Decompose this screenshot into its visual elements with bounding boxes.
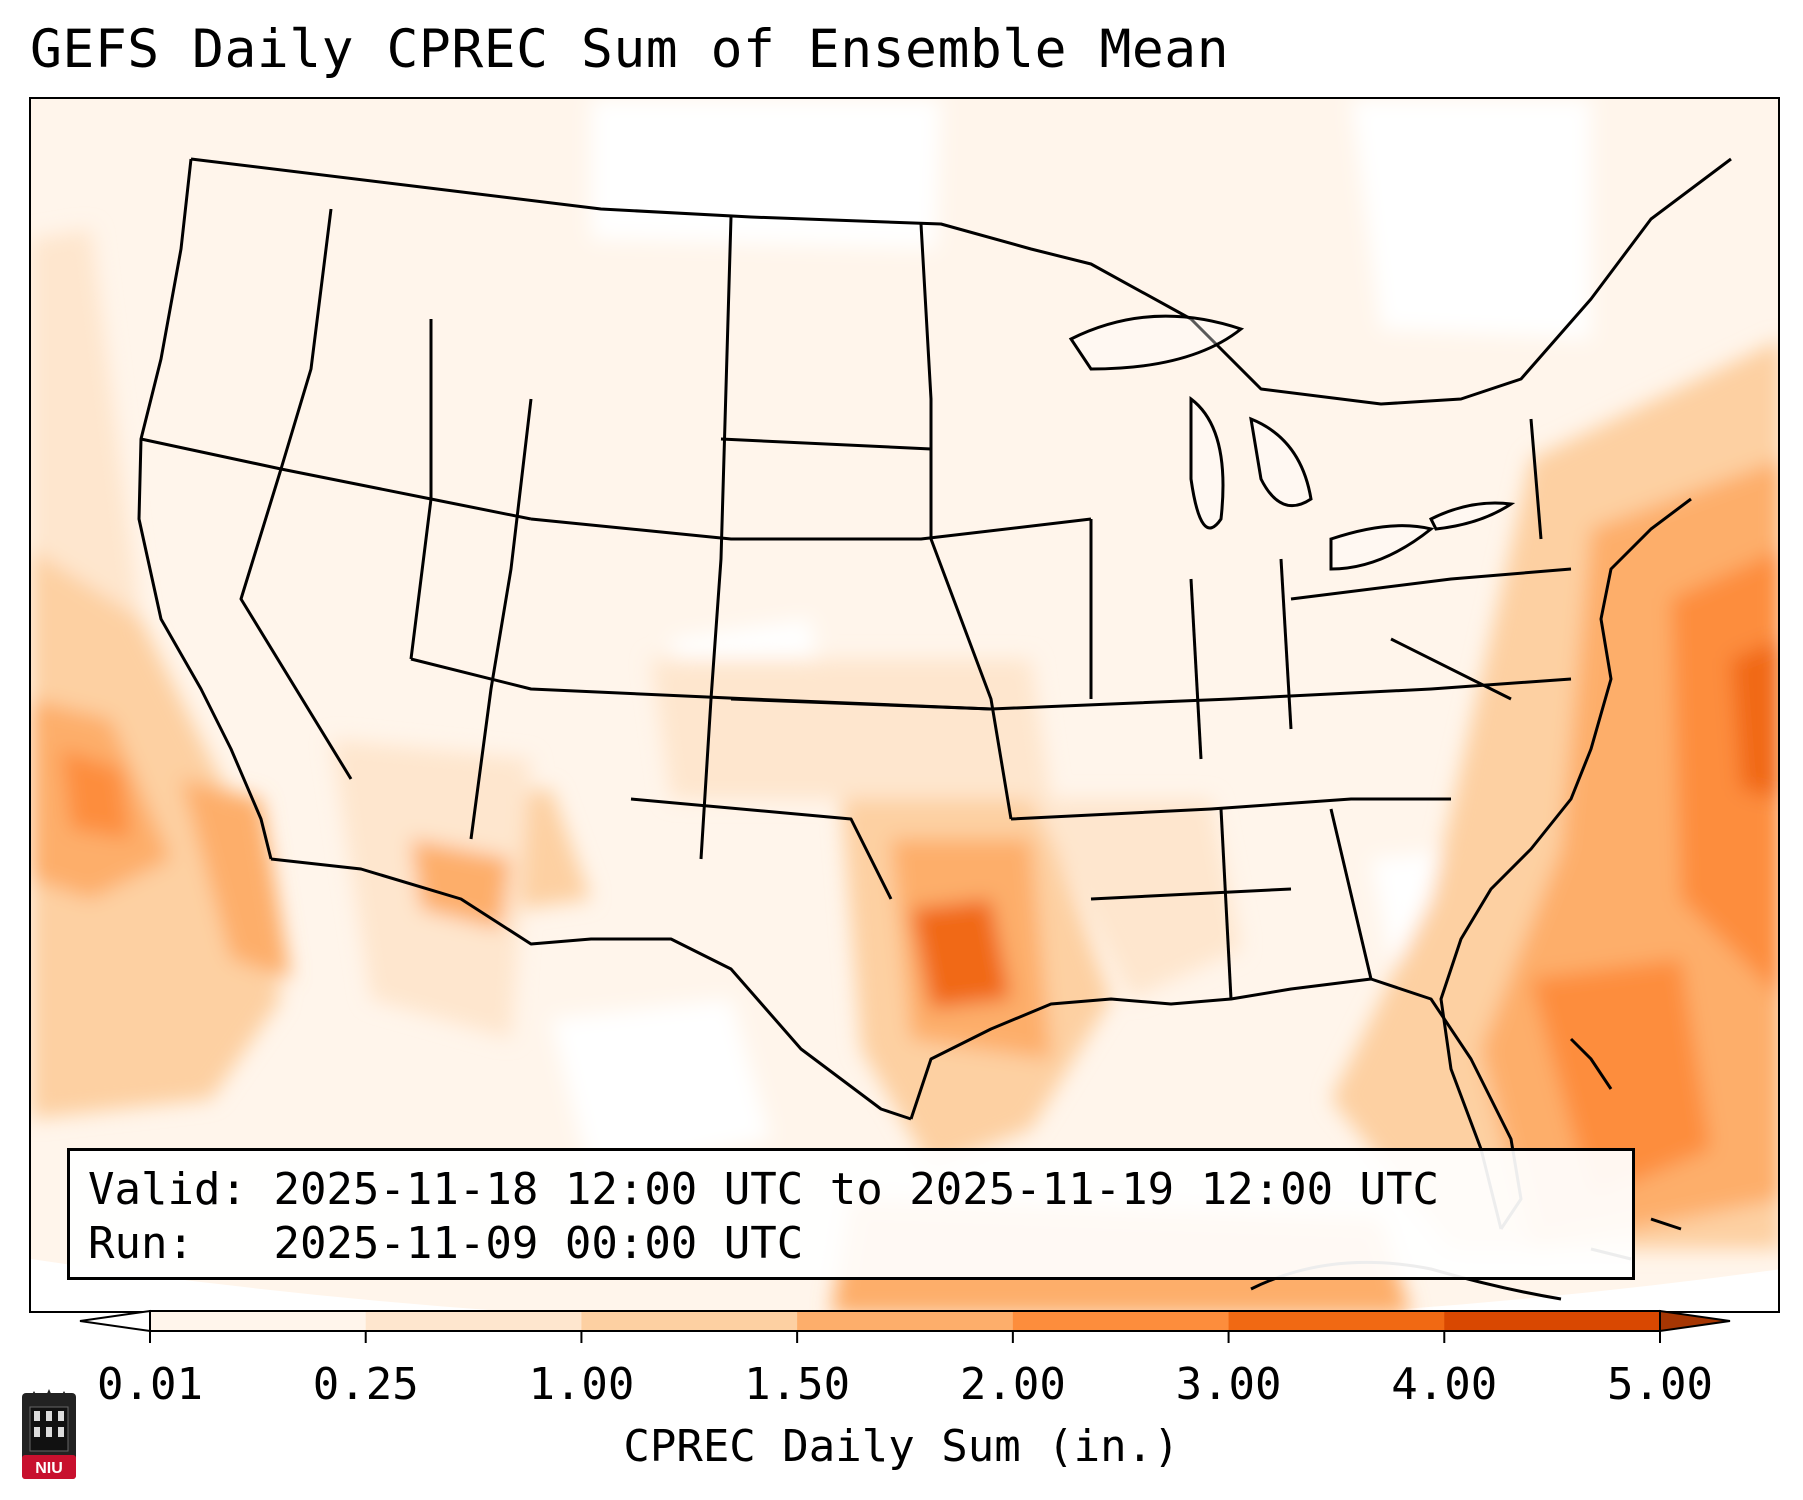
colorbar-tick-label: 0.25 xyxy=(312,1359,419,1410)
colorbar-bin-6 xyxy=(1444,1311,1661,1331)
niu-logo: NIU xyxy=(20,1385,78,1481)
colorbar-bin-4 xyxy=(1012,1311,1230,1331)
colorbar-ticks xyxy=(149,1331,1661,1343)
colorbar-tick-label: 1.00 xyxy=(528,1359,635,1410)
colorbar-bin-3 xyxy=(797,1311,1014,1331)
projection-edge xyxy=(31,1259,1778,1311)
colorbar-tick-label: 5.00 xyxy=(1607,1359,1713,1410)
colorbar-under-arrow xyxy=(79,1309,151,1333)
niu-logo-text: NIU xyxy=(35,1460,63,1477)
colorbar-segments xyxy=(79,1309,1731,1333)
map-canvas xyxy=(31,99,1778,1311)
colorbar-outline xyxy=(149,1310,1661,1332)
run-value: 2025-11-09 00:00 UTC xyxy=(273,1218,804,1269)
colorbar-svg xyxy=(79,1309,1731,1343)
colorbar-tick-label: 1.50 xyxy=(744,1359,851,1410)
colorbar-tick-label: 3.00 xyxy=(1175,1359,1282,1410)
colorbar xyxy=(60,1306,1760,1366)
map-title: GEFS Daily CPREC Sum of Ensemble Mean xyxy=(30,19,1230,80)
run-label: Run: xyxy=(88,1218,194,1269)
state-boundaries xyxy=(137,157,1732,1230)
great-lakes xyxy=(1068,314,1516,571)
niu-tower-icon: NIU xyxy=(22,1389,76,1479)
valid-line: Valid: 2025-11-18 12:00 UTC to 2025-11-1… xyxy=(88,1163,1614,1217)
colorbar-bin-2 xyxy=(581,1311,798,1331)
colorbar-over-arrow xyxy=(1659,1309,1731,1333)
valid-value: 2025-11-18 12:00 UTC to 2025-11-19 12:00… xyxy=(273,1164,1440,1215)
validity-box: Valid: 2025-11-18 12:00 UTC to 2025-11-1… xyxy=(67,1148,1635,1280)
colorbar-bin-0 xyxy=(150,1311,367,1331)
colorbar-label: CPREC Daily Sum (in.) xyxy=(623,1421,1180,1472)
colorbar-tick-label: 4.00 xyxy=(1391,1359,1498,1410)
valid-label: Valid: xyxy=(88,1164,247,1215)
colorbar-tick-label: 2.00 xyxy=(959,1359,1066,1410)
precipitation-map: Valid: 2025-11-18 12:00 UTC to 2025-11-1… xyxy=(29,97,1780,1313)
colorbar-bin-5 xyxy=(1228,1311,1445,1331)
colorbar-tick-label: 0.01 xyxy=(97,1359,203,1410)
colorbar-bin-1 xyxy=(365,1311,582,1331)
run-line: Run: 2025-11-09 00:00 UTC xyxy=(88,1217,1614,1271)
